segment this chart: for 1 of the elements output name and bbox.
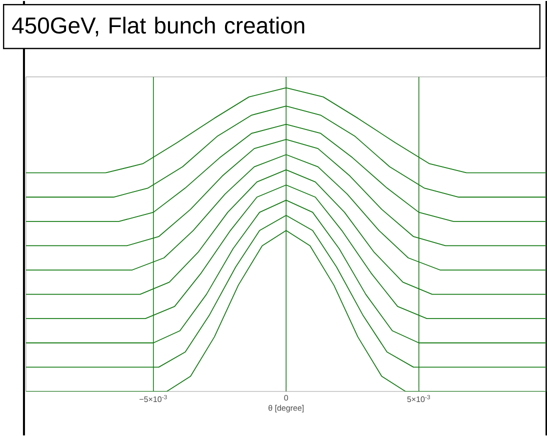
chart-title: 450GeV, Flat bunch creation (12, 16, 304, 36)
